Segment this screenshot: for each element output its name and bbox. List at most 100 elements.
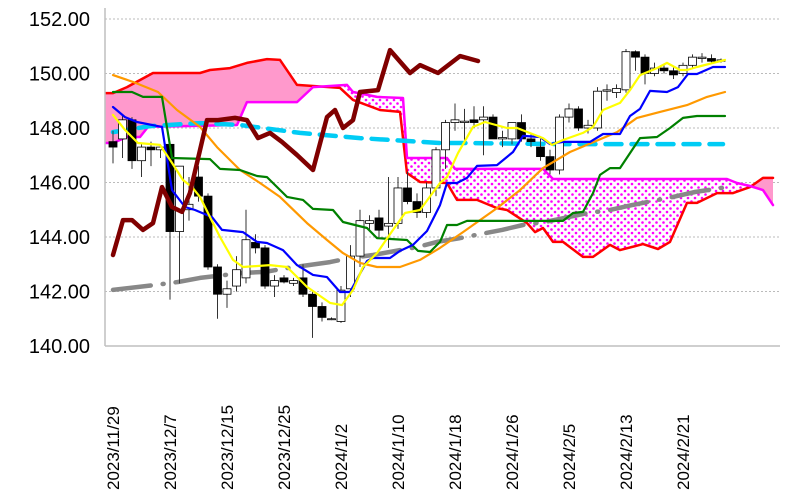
x-tick-label: 2024/2/21 (674, 414, 693, 490)
candle (355, 209, 365, 267)
candle (469, 106, 479, 128)
tenkan-sen-line (111, 65, 727, 294)
candle (346, 245, 355, 297)
candle (412, 193, 422, 218)
candle-body (602, 89, 612, 92)
kijun-sen-line (111, 90, 727, 254)
candle-body (403, 187, 412, 202)
x-tick-label: 2024/1/18 (446, 414, 465, 490)
candle (403, 171, 412, 205)
candle-body (707, 58, 716, 62)
candle (602, 84, 612, 101)
candle-body (384, 222, 393, 227)
candle (707, 54, 716, 63)
candle (279, 275, 289, 284)
candle-body (431, 149, 441, 189)
candle-body (574, 108, 583, 129)
candle-body (469, 119, 479, 123)
candle-body (232, 269, 241, 287)
candle-body (289, 280, 298, 284)
candle (308, 291, 317, 338)
candle (640, 54, 650, 85)
y-tick-label: 146.00 (29, 173, 90, 195)
x-axis-ticks: 2023/11/29 2023/12/7 2023/12/15 2023/12/25 2… (104, 405, 693, 490)
candle (222, 280, 232, 308)
x-tick-label: 2023/12/25 (275, 405, 294, 490)
candle (612, 84, 621, 99)
moving-average-cyan-line (110, 120, 726, 147)
candle-body (460, 120, 469, 123)
x-tick-label: 2024/1/26 (503, 414, 522, 490)
x-tick-label: 2024/2/5 (560, 424, 579, 490)
x-tick-label: 2023/12/7 (161, 414, 180, 490)
candle-body (697, 56, 707, 59)
candle-body (498, 137, 507, 140)
candle-body (118, 119, 127, 140)
candle-body (241, 239, 251, 279)
y-axis-ticks: 152.00 150.00 148.00 146.00 144.00 142.00 140.… (29, 9, 90, 358)
candle-body (593, 90, 602, 129)
candle (574, 106, 583, 131)
candle (270, 275, 279, 297)
candle (241, 209, 251, 284)
candle-body (374, 217, 384, 231)
candle-body (251, 242, 260, 249)
candle (327, 317, 336, 321)
candle-body (137, 146, 146, 162)
x-tick-label: 2023/11/29 (104, 406, 123, 490)
candle (593, 87, 602, 131)
candle-body (213, 266, 222, 295)
candle (536, 138, 545, 161)
candle (697, 53, 707, 63)
candle-body (203, 195, 213, 268)
y-tick-label: 152.00 (29, 9, 90, 31)
candle-body (659, 67, 669, 72)
candle (631, 50, 640, 71)
candle (108, 130, 118, 164)
candle-body (564, 108, 574, 118)
x-tick-label: 2024/1/10 (389, 414, 408, 490)
chikou-span-line (110, 47, 481, 258)
candle-body (479, 116, 488, 121)
candle (127, 117, 137, 169)
moving-average-gray-line (110, 184, 730, 293)
candle (488, 114, 498, 140)
candle (289, 277, 298, 287)
candle (479, 106, 488, 156)
candle-body (270, 280, 279, 287)
candle (251, 234, 260, 254)
y-tick-label: 150.00 (29, 64, 90, 86)
candle-body (355, 220, 365, 257)
candle-body (612, 88, 621, 93)
candle-body (260, 247, 270, 287)
y-tick-label: 144.00 (29, 227, 90, 249)
x-tick-label: 2024/1/2 (332, 424, 351, 490)
candle (498, 130, 507, 148)
candle (460, 108, 469, 142)
candle (688, 54, 697, 69)
candle-body (108, 141, 118, 148)
senkou-span-b-line (105, 83, 775, 207)
candle (137, 144, 146, 178)
x-tick-label: 2024/2/13 (617, 414, 636, 490)
y-tick-label: 148.00 (29, 118, 90, 140)
candle (441, 119, 450, 169)
candle (260, 245, 270, 289)
candle-body (688, 56, 697, 66)
candle-body (308, 293, 317, 307)
candle (118, 114, 127, 158)
candle (146, 141, 156, 167)
candle (564, 103, 574, 123)
candle-body (526, 138, 536, 143)
candle-body (346, 255, 355, 290)
candle-body (317, 306, 327, 318)
candle-body (327, 318, 336, 321)
x-tick-label: 2023/12/15 (218, 405, 237, 490)
candle-body (631, 51, 640, 58)
candle-body (441, 122, 450, 151)
candle-body (222, 288, 232, 295)
candle-body (669, 70, 678, 76)
candle (659, 65, 669, 74)
candle (203, 193, 213, 270)
